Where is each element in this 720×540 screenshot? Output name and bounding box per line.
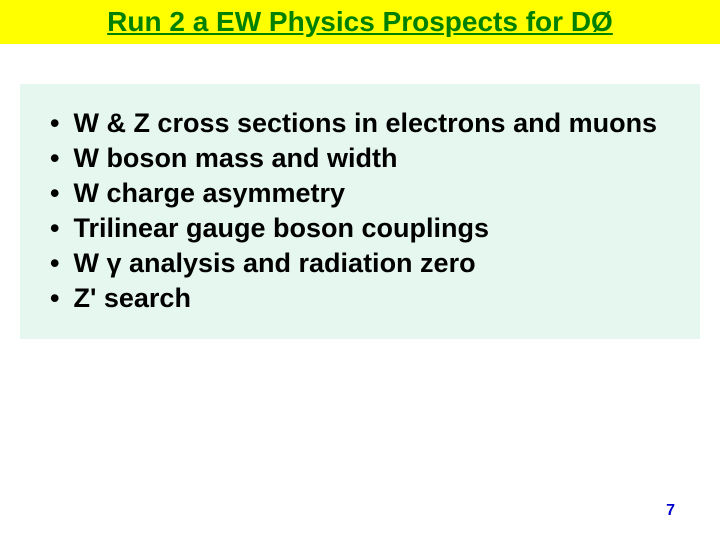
- bullet-marker: •: [50, 106, 59, 141]
- list-item: • W charge asymmetry: [50, 176, 670, 211]
- bullet-text: Trilinear gauge boson couplings: [73, 211, 670, 246]
- bullet-list: • W & Z cross sections in electrons and …: [50, 106, 670, 317]
- bullet-marker: •: [50, 246, 59, 281]
- bullet-text: W boson mass and width: [73, 141, 670, 176]
- bullet-text: W γ analysis and radiation zero: [73, 246, 670, 281]
- list-item: • W boson mass and width: [50, 141, 670, 176]
- bullet-marker: •: [50, 141, 59, 176]
- list-item: • W γ analysis and radiation zero: [50, 246, 670, 281]
- bullet-text: Z' search: [73, 281, 670, 316]
- bullet-marker: •: [50, 176, 59, 211]
- slide-title: Run 2 a EW Physics Prospects for DØ: [107, 6, 613, 37]
- content-box: • W & Z cross sections in electrons and …: [20, 84, 700, 339]
- bullet-text: W & Z cross sections in electrons and mu…: [73, 106, 670, 141]
- list-item: • W & Z cross sections in electrons and …: [50, 106, 670, 141]
- title-banner: Run 2 a EW Physics Prospects for DØ: [0, 0, 720, 44]
- bullet-marker: •: [50, 211, 59, 246]
- bullet-text: W charge asymmetry: [73, 176, 670, 211]
- list-item: • Z' search: [50, 281, 670, 316]
- list-item: • Trilinear gauge boson couplings: [50, 211, 670, 246]
- bullet-marker: •: [50, 281, 59, 316]
- page-number: 7: [666, 502, 675, 520]
